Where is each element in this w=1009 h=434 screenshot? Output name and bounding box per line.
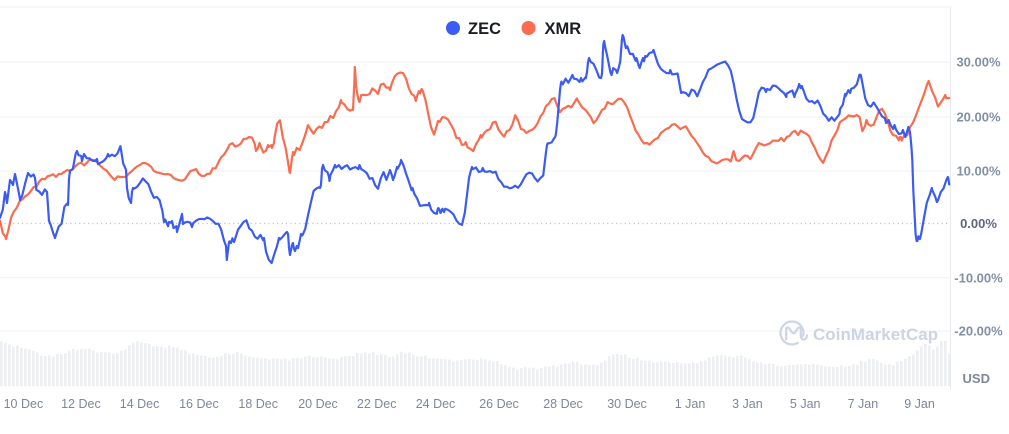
svg-text:20 Dec: 20 Dec bbox=[298, 397, 338, 411]
svg-text:3 Jan: 3 Jan bbox=[732, 397, 763, 411]
svg-text:10 Dec: 10 Dec bbox=[4, 397, 44, 411]
svg-text:14 Dec: 14 Dec bbox=[120, 397, 160, 411]
svg-text:0.00%: 0.00% bbox=[960, 216, 997, 231]
svg-text:-10.00%: -10.00% bbox=[954, 271, 1003, 286]
svg-text:10.00%: 10.00% bbox=[956, 164, 1001, 179]
svg-text:30.00%: 30.00% bbox=[956, 55, 1001, 70]
svg-text:9 Jan: 9 Jan bbox=[904, 397, 935, 411]
svg-text:7 Jan: 7 Jan bbox=[848, 397, 879, 411]
svg-text:12 Dec: 12 Dec bbox=[61, 397, 101, 411]
svg-text:22 Dec: 22 Dec bbox=[357, 397, 397, 411]
svg-text:5 Jan: 5 Jan bbox=[790, 397, 821, 411]
svg-text:CoinMarketCap: CoinMarketCap bbox=[813, 325, 938, 344]
svg-text:28 Dec: 28 Dec bbox=[543, 397, 583, 411]
svg-text:ZEC: ZEC bbox=[468, 20, 501, 38]
svg-text:24 Dec: 24 Dec bbox=[416, 397, 456, 411]
svg-text:18 Dec: 18 Dec bbox=[238, 397, 278, 411]
svg-text:-20.00%: -20.00% bbox=[954, 324, 1003, 339]
svg-text:16 Dec: 16 Dec bbox=[179, 397, 219, 411]
svg-text:30 Dec: 30 Dec bbox=[607, 397, 647, 411]
svg-text:XMR: XMR bbox=[545, 20, 582, 38]
svg-text:1 Jan: 1 Jan bbox=[675, 397, 706, 411]
svg-text:20.00%: 20.00% bbox=[956, 110, 1001, 125]
svg-text:USD: USD bbox=[963, 371, 990, 386]
svg-text:26 Dec: 26 Dec bbox=[479, 397, 519, 411]
